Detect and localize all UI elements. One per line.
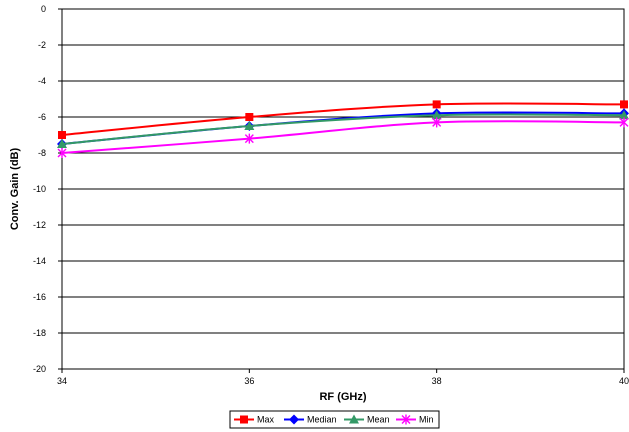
series-min [57, 117, 629, 158]
data-point [57, 148, 67, 158]
y-axis-label: Conv. Gain (dB) [9, 148, 21, 231]
x-tick-label: 36 [244, 376, 254, 386]
data-point [244, 133, 254, 144]
y-tick-label: -8 [38, 148, 46, 158]
legend-marker [240, 415, 248, 424]
y-axis-ticks: 0 -2 -4 -6 -8 -10 -12 -14 -16 -18 -20 [33, 4, 62, 374]
x-tick-label: 38 [432, 376, 442, 386]
data-point [245, 113, 254, 121]
legend-marker [289, 414, 299, 425]
data-point [619, 117, 629, 128]
y-tick-label: -12 [33, 220, 46, 230]
series-group [57, 100, 629, 158]
legend-item: Mean [344, 414, 390, 425]
legend-box [229, 410, 440, 429]
y-tick-label: -10 [33, 184, 46, 194]
x-tick-label: 34 [57, 376, 67, 386]
y-tick-label: -20 [33, 364, 46, 374]
series-line [61, 102, 625, 136]
legend-label: Max [257, 415, 275, 425]
legend-item: Max [234, 415, 275, 425]
data-point [244, 121, 255, 130]
legend-marker [401, 414, 411, 425]
y-tick-label: -14 [33, 256, 46, 266]
legend-marker [349, 414, 359, 424]
x-tick-label: 40 [619, 376, 629, 386]
y-tick-label: -16 [33, 292, 46, 302]
data-point [619, 110, 629, 120]
x-axis-ticks: 34 36 38 40 [57, 369, 629, 386]
y-tick-label: -6 [38, 112, 46, 122]
y-tick-label: 0 [41, 4, 46, 14]
legend-label: Mean [367, 415, 390, 425]
data-point [57, 139, 67, 148]
data-point [432, 117, 442, 128]
legend-item: Min [396, 414, 434, 425]
series-max [58, 100, 628, 139]
legend-item: Median [284, 414, 337, 425]
series-mean [57, 110, 629, 148]
gridlines [62, 8, 624, 370]
data-point [432, 100, 441, 109]
series-line [61, 120, 625, 154]
data-point [620, 100, 628, 109]
series-line [61, 113, 625, 145]
legend-label: Median [307, 415, 337, 425]
legend: Max Median Mean Min [229, 410, 440, 429]
data-point [58, 131, 66, 139]
legend-label: Min [419, 415, 434, 425]
data-point [431, 110, 442, 120]
y-tick-label: -18 [33, 328, 46, 338]
y-tick-label: -4 [38, 76, 46, 86]
y-tick-label: -2 [38, 40, 46, 50]
x-axis-label: RF (GHz) [319, 391, 366, 403]
